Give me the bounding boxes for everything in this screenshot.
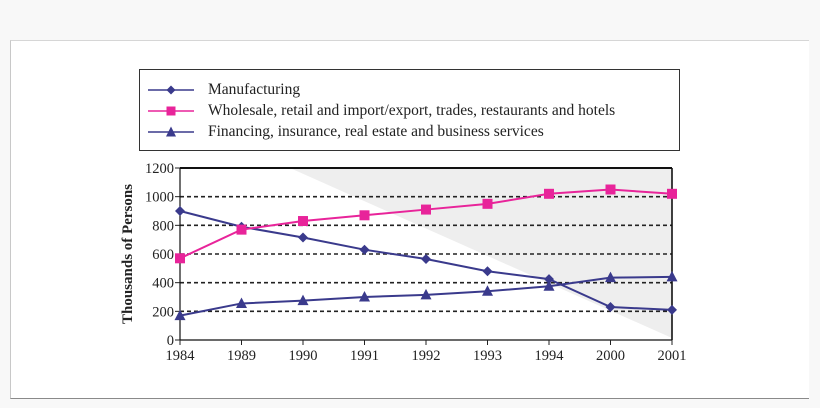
data-point-diamond: [421, 254, 431, 265]
legend-label-financing: Financing, insurance, real estate and bu…: [208, 123, 544, 140]
legend-label-manufacturing: Manufacturing: [208, 81, 301, 98]
legend-item-wholesale: Wholesale, retail and import/export, tra…: [140, 101, 679, 121]
data-point-diamond: [667, 304, 677, 315]
y-tick-label: 1000: [145, 190, 174, 206]
x-tick-label: 1990: [289, 348, 318, 364]
plot-shading: [290, 168, 672, 338]
data-point-triangle: [359, 291, 370, 302]
legend-label-wholesale: Wholesale, retail and import/export, tra…: [208, 102, 616, 119]
data-point-diamond: [544, 274, 554, 285]
legend-swatch-wholesale: [148, 106, 194, 116]
legend-swatch-financing: [148, 126, 194, 137]
x-tick-labels: 1984 1989 1990 1991 1992 1993 1994 2000 2001: [166, 348, 687, 364]
y-tick-label: 400: [152, 276, 174, 292]
data-point-square: [175, 253, 185, 264]
data-point-triangle: [420, 288, 432, 300]
legend-swatch-manufacturing: [148, 85, 194, 95]
data-point-square: [421, 204, 431, 215]
x-tick-label: 1991: [350, 348, 379, 364]
x-tick-label: 1992: [412, 348, 441, 364]
data-point-square: [482, 198, 493, 209]
data-point-diamond: [175, 206, 185, 216]
x-tick-label: 1994: [535, 348, 565, 364]
legend: Manufacturing Wholesale, retail and impo…: [139, 69, 680, 151]
x-tick-label: 1984: [166, 348, 196, 364]
x-tick-label: 1993: [473, 348, 502, 364]
data-point-diamond: [482, 266, 493, 277]
y-tick-label: 600: [152, 247, 174, 263]
data-point-diamond: [298, 232, 308, 243]
data-point-square: [544, 188, 554, 199]
data-point-triangle: [605, 271, 616, 283]
series-square: [175, 184, 677, 264]
x-tick-label: 2000: [596, 348, 625, 364]
data-point-triangle: [236, 297, 247, 308]
y-tick-labels: 0 200 400 600 800 1000 1200: [145, 161, 174, 349]
data-point-diamond: [605, 302, 616, 313]
data-point-triangle: [297, 294, 309, 306]
legend-item-financing: Financing, insurance, real estate and bu…: [140, 122, 679, 142]
data-point-square: [359, 210, 370, 221]
data-point-diamond: [359, 244, 370, 255]
x-tick-label: 1989: [227, 348, 256, 364]
data-point-triangle: [174, 309, 186, 321]
y-tick-label: 800: [152, 218, 174, 234]
grid-lines: [180, 195, 672, 313]
data-point-triangle: [543, 280, 555, 291]
y-axis-title: Thousands of Persons: [120, 184, 136, 324]
y-tick-label: 1200: [145, 161, 174, 177]
data-point-square: [605, 184, 616, 195]
legend-item-manufacturing: Manufacturing: [140, 80, 679, 100]
data-point-square: [298, 216, 308, 227]
y-tick-label: 200: [152, 304, 174, 320]
data-point-triangle: [666, 270, 678, 282]
y-tick-label: 0: [167, 333, 174, 349]
data-point-square: [667, 188, 677, 199]
series-layer: [174, 184, 678, 321]
series-triangle: [174, 270, 678, 321]
x-tick-label: 2001: [658, 348, 687, 364]
data-point-square: [236, 224, 247, 235]
data-point-triangle: [482, 285, 493, 296]
